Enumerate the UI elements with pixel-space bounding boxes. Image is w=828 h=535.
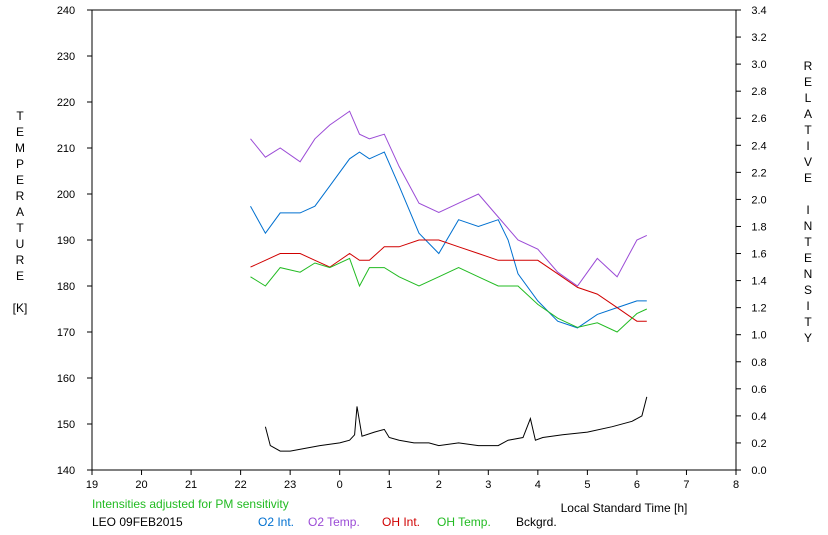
temperature-title-letter: R xyxy=(16,253,25,267)
sensitivity-note: Intensities adjusted for PM sensitivity xyxy=(92,497,289,511)
legend-oh-temp: OH Temp. xyxy=(437,515,491,529)
y-right-tick-label: 3.4 xyxy=(751,5,766,17)
x-tick-label: 5 xyxy=(584,479,590,491)
y-right-tick-label: 1.8 xyxy=(751,221,766,233)
legend-background: Bckgrd. xyxy=(516,515,557,529)
y-left-tick-label: 210 xyxy=(57,143,75,155)
y-left-tick-label: 140 xyxy=(57,465,75,477)
x-tick-label: 0 xyxy=(337,479,343,491)
y-right-tick-label: 2.2 xyxy=(751,167,766,179)
intensity-title-letter: L xyxy=(805,91,812,105)
intensity-title-letter: T xyxy=(804,235,812,249)
x-tick-label: 23 xyxy=(284,479,296,491)
plot-frame xyxy=(91,9,737,471)
y-right-tick-label: 1.4 xyxy=(751,276,766,288)
y-right-tick-label: 2.6 xyxy=(751,113,766,125)
x-tick-label: 3 xyxy=(485,479,491,491)
y-right-tick-label: 2.8 xyxy=(751,86,766,98)
series-layer xyxy=(250,110,648,452)
intensity-title-letter: I xyxy=(806,203,809,217)
x-tick-label: 20 xyxy=(135,479,147,491)
x-tick-label: 21 xyxy=(185,479,197,491)
series-oh-int xyxy=(250,239,647,322)
y-left-tick-label: 200 xyxy=(57,189,75,201)
x-tick-label: 22 xyxy=(234,479,246,491)
y-left-tick-label: 150 xyxy=(57,419,75,431)
temperature-title-letter: T xyxy=(16,221,24,235)
y-left-tick-label: 180 xyxy=(57,281,75,293)
series-o2-int xyxy=(250,151,647,329)
temperature-unit: [K] xyxy=(13,301,28,315)
intensity-title-letter: T xyxy=(804,123,812,137)
intensity-title-letter: A xyxy=(804,107,812,121)
series-oh-temp xyxy=(250,257,648,333)
series-o2-temp xyxy=(250,110,648,287)
y-right-tick-label: 1.2 xyxy=(751,303,766,315)
y-left-tick-label: 190 xyxy=(57,235,75,247)
y-right-tick-label: 0.6 xyxy=(751,384,766,396)
y-left-tick-label: 160 xyxy=(57,373,75,385)
temperature-title-letter: E xyxy=(16,125,24,139)
intensity-title-letter: R xyxy=(804,59,813,73)
series-bckgrd xyxy=(264,396,648,452)
axes-layer: 19 20 21 22 23 0 1 2 3 4 5 6 7 8140150160170180190200… xyxy=(57,5,767,491)
intensity-title-letter: I xyxy=(806,299,809,313)
intensity-title-letter: I xyxy=(806,139,809,153)
legend-o2-int: O2 Int. xyxy=(258,515,294,529)
intensity-title-letter: N xyxy=(804,267,813,281)
y-right-tick-label: 0.0 xyxy=(751,465,766,477)
intensity-title-letter: T xyxy=(804,315,812,329)
x-tick-label: 1 xyxy=(386,479,392,491)
temperature-title-letter: P xyxy=(16,157,24,171)
temperature-title-letter: A xyxy=(16,205,24,219)
intensity-title-letter: Y xyxy=(804,331,812,345)
intensity-title-letter: E xyxy=(804,75,812,89)
temperature-title-letter: R xyxy=(16,189,25,203)
station-date: LEO 09FEB2015 xyxy=(92,515,183,529)
y-right-tick-label: 1.6 xyxy=(751,249,766,261)
y-right-tick-label: 0.4 xyxy=(751,411,766,423)
temperature-title-letter: M xyxy=(15,141,25,155)
x-tick-label: 6 xyxy=(634,479,640,491)
x-tick-label: 8 xyxy=(733,479,739,491)
y-right-tick-label: 0.8 xyxy=(751,357,766,369)
intensity-title-letter: E xyxy=(804,251,812,265)
x-axis-label: Local Standard Time [h] xyxy=(561,501,688,515)
y-right-tick-label: 1.0 xyxy=(751,330,766,342)
temperature-title-letter: U xyxy=(16,237,25,251)
y-left-tick-label: 220 xyxy=(57,97,75,109)
legend-oh-int: OH Int. xyxy=(382,515,420,529)
y-left-tick-label: 170 xyxy=(57,327,75,339)
x-tick-label: 2 xyxy=(436,479,442,491)
y-left-tick-label: 230 xyxy=(57,51,75,63)
y-right-tick-label: 3.2 xyxy=(751,32,766,44)
y-right-tick-label: 0.2 xyxy=(751,438,766,450)
y-right-tick-label: 3.0 xyxy=(751,59,766,71)
temperature-title-letter: T xyxy=(16,109,24,123)
y-right-tick-label: 2.4 xyxy=(751,140,766,152)
legend-o2-temp: O2 Temp. xyxy=(308,515,360,529)
temperature-title-letter: E xyxy=(16,269,24,283)
intensity-title-letter: N xyxy=(804,219,813,233)
temperature-title-letter: E xyxy=(16,173,24,187)
y-right-tick-label: 2.0 xyxy=(751,194,766,206)
legend: O2 Int. O2 Temp. OH Int. OH Temp. Bckgrd… xyxy=(258,515,557,529)
x-tick-label: 4 xyxy=(535,479,541,491)
intensity-title-letter: E xyxy=(804,171,812,185)
y-left-tick-label: 240 xyxy=(57,5,75,17)
x-tick-label: 7 xyxy=(683,479,689,491)
intensity-title-letter: S xyxy=(804,283,812,297)
intensity-title-letter: V xyxy=(804,155,812,169)
x-tick-label: 19 xyxy=(86,479,98,491)
